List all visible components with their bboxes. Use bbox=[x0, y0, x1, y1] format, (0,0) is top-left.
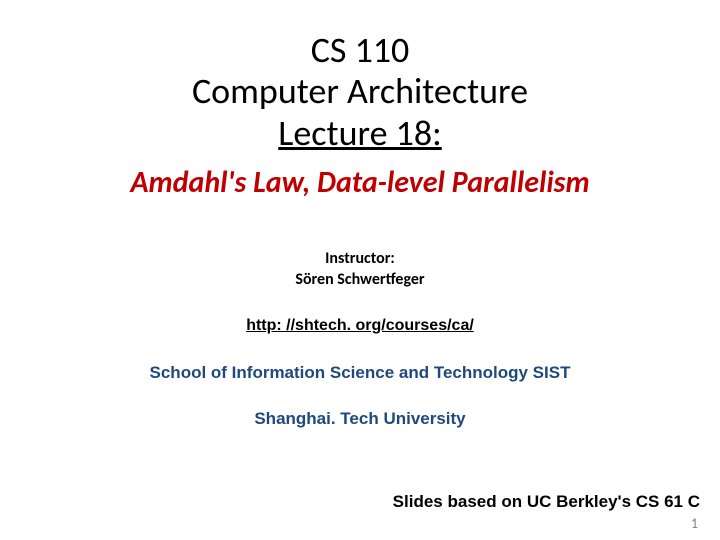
instructor-block: Instructor: Sören Schwertfeger bbox=[0, 249, 720, 291]
subtitle: Amdahl's Law, Data-level Parallelism bbox=[0, 164, 720, 201]
page-number: 1 bbox=[691, 515, 698, 532]
slide: CS 110 Computer Architecture Lecture 18:… bbox=[0, 0, 720, 540]
title-line1: CS 110 bbox=[0, 30, 720, 71]
school-text: School of Information Science and Techno… bbox=[0, 363, 720, 383]
title-block: CS 110 Computer Architecture Lecture 18: bbox=[0, 30, 720, 154]
university-text: Shanghai. Tech University bbox=[0, 409, 720, 429]
title-line2: Computer Architecture bbox=[0, 71, 720, 112]
credit-text: Slides based on UC Berkley's CS 61 C bbox=[393, 492, 700, 512]
instructor-name: Sören Schwertfeger bbox=[0, 270, 720, 291]
course-link[interactable]: http: //shtech. org/courses/ca/ bbox=[0, 317, 720, 335]
title-line3: Lecture 18: bbox=[0, 113, 720, 154]
instructor-label: Instructor: bbox=[0, 249, 720, 270]
